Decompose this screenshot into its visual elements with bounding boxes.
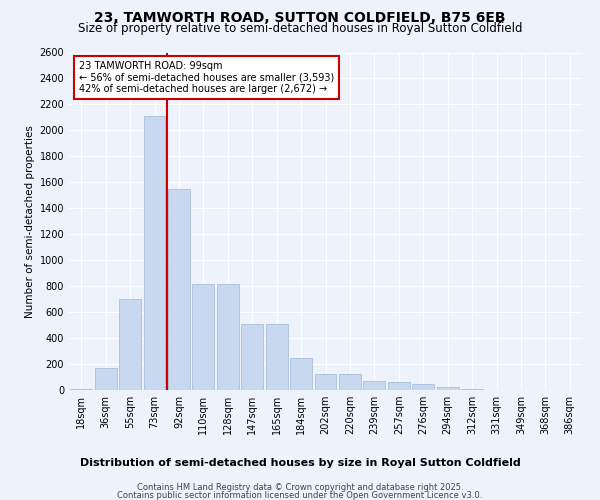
Bar (290, 358, 312, 390)
Y-axis label: Number of semi-detached properties: Number of semi-detached properties (25, 125, 35, 318)
Bar (339, 374, 361, 390)
Text: Distribution of semi-detached houses by size in Royal Sutton Coldfield: Distribution of semi-detached houses by … (80, 458, 520, 468)
Bar (70, 388, 92, 390)
Bar (168, 189, 190, 390)
Bar (266, 324, 287, 390)
Bar (388, 382, 410, 390)
Text: 23 TAMWORTH ROAD: 99sqm
← 56% of semi-detached houses are smaller (3,593)
42% of: 23 TAMWORTH ROAD: 99sqm ← 56% of semi-de… (79, 61, 335, 94)
Bar (217, 284, 239, 390)
Bar (437, 388, 458, 390)
Bar (412, 384, 434, 390)
Bar (95, 368, 116, 390)
Bar (364, 381, 385, 390)
Bar (119, 299, 141, 390)
Text: Contains HM Land Registry data © Crown copyright and database right 2025.: Contains HM Land Registry data © Crown c… (137, 484, 463, 492)
Bar (143, 116, 166, 390)
Bar (241, 324, 263, 390)
Text: Size of property relative to semi-detached houses in Royal Sutton Coldfield: Size of property relative to semi-detach… (78, 22, 522, 35)
Text: 23, TAMWORTH ROAD, SUTTON COLDFIELD, B75 6EB: 23, TAMWORTH ROAD, SUTTON COLDFIELD, B75… (94, 11, 506, 25)
Text: Contains public sector information licensed under the Open Government Licence v3: Contains public sector information licen… (118, 492, 482, 500)
Bar (193, 284, 214, 390)
Bar (314, 374, 337, 390)
